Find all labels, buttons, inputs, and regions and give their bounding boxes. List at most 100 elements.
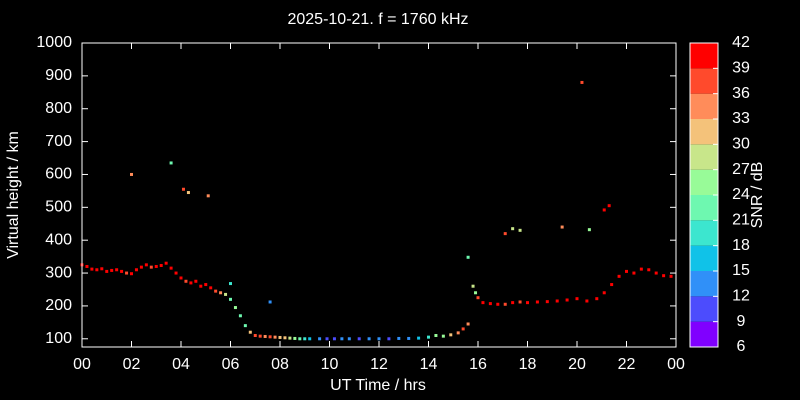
data-point bbox=[130, 172, 133, 176]
colorbar-swatch bbox=[690, 43, 718, 69]
data-point bbox=[503, 232, 507, 236]
x-tick-label: 12 bbox=[370, 356, 388, 373]
colorbar-swatch bbox=[690, 68, 718, 94]
x-tick-label: 14 bbox=[420, 356, 438, 373]
x-axis-label: UT Time / hrs bbox=[330, 377, 426, 394]
data-point bbox=[125, 271, 129, 275]
x-tick-label: 06 bbox=[222, 356, 240, 373]
data-point bbox=[95, 268, 99, 272]
data-point bbox=[134, 268, 138, 272]
data-point bbox=[273, 335, 277, 339]
data-point bbox=[194, 279, 198, 283]
data-point bbox=[278, 335, 282, 339]
data-point bbox=[481, 301, 485, 305]
data-point bbox=[288, 336, 292, 340]
data-point bbox=[189, 281, 193, 285]
data-point bbox=[110, 268, 114, 272]
data-point bbox=[154, 264, 158, 268]
data-point bbox=[632, 271, 636, 275]
data-point bbox=[199, 284, 203, 288]
data-point bbox=[204, 283, 208, 287]
y-tick-label: 600 bbox=[45, 166, 72, 183]
colorbar-tick-label: 15 bbox=[732, 262, 750, 279]
data-point bbox=[461, 327, 465, 331]
data-point bbox=[332, 337, 336, 341]
data-point bbox=[268, 300, 272, 304]
data-point bbox=[602, 291, 606, 295]
data-point bbox=[144, 263, 148, 267]
data-point bbox=[474, 291, 478, 295]
data-point bbox=[367, 337, 371, 341]
data-point bbox=[283, 336, 287, 340]
data-point bbox=[662, 274, 666, 278]
data-point bbox=[518, 228, 522, 232]
data-point bbox=[647, 268, 651, 272]
data-point bbox=[434, 333, 438, 337]
data-point bbox=[159, 263, 163, 267]
x-tick-label: 00 bbox=[73, 356, 91, 373]
y-axis-label: Virtual height / km bbox=[5, 131, 22, 259]
data-point bbox=[587, 228, 591, 232]
colorbar-swatch bbox=[690, 245, 718, 271]
data-point bbox=[417, 336, 421, 340]
data-point bbox=[427, 335, 430, 339]
data-point bbox=[120, 269, 124, 273]
data-point bbox=[610, 283, 614, 287]
colorbar-swatch bbox=[690, 144, 718, 170]
colorbar-tick-label: 9 bbox=[737, 313, 746, 330]
data-point bbox=[115, 268, 119, 272]
data-point bbox=[397, 336, 401, 340]
data-point bbox=[179, 276, 183, 280]
data-point bbox=[476, 296, 480, 300]
y-tick-label: 300 bbox=[45, 264, 72, 281]
data-point bbox=[181, 187, 185, 191]
data-point bbox=[268, 335, 272, 339]
data-point bbox=[318, 337, 322, 341]
data-point bbox=[263, 334, 267, 338]
data-point bbox=[441, 334, 445, 338]
x-tick-label: 20 bbox=[568, 356, 586, 373]
data-point bbox=[639, 267, 643, 271]
data-point bbox=[130, 272, 133, 276]
data-point bbox=[149, 265, 153, 269]
colorbar-swatch bbox=[690, 296, 718, 322]
colorbar-tick-label: 24 bbox=[732, 186, 750, 203]
data-point bbox=[186, 191, 190, 195]
data-point bbox=[347, 337, 351, 341]
colorbar-swatch bbox=[690, 321, 718, 347]
data-point bbox=[105, 269, 109, 273]
data-point bbox=[580, 80, 584, 84]
colorbar-swatch bbox=[690, 220, 718, 246]
data-point bbox=[325, 337, 329, 341]
data-point bbox=[511, 301, 515, 305]
colorbar-tick-label: 27 bbox=[732, 161, 750, 178]
colorbar-swatch bbox=[690, 169, 718, 195]
data-point bbox=[229, 282, 232, 286]
data-point bbox=[248, 330, 252, 334]
data-point bbox=[518, 300, 522, 304]
colorbar-tick-label: 21 bbox=[732, 212, 750, 229]
data-point bbox=[229, 297, 232, 301]
y-tick-label: 800 bbox=[45, 100, 72, 117]
data-point bbox=[545, 300, 549, 304]
data-point bbox=[565, 298, 569, 302]
data-point bbox=[214, 289, 218, 293]
data-point bbox=[169, 266, 173, 270]
data-point bbox=[258, 334, 262, 338]
data-point bbox=[184, 279, 188, 283]
data-point bbox=[224, 292, 228, 296]
data-point bbox=[602, 208, 606, 212]
data-point bbox=[669, 274, 673, 278]
colorbar-tick-label: 42 bbox=[732, 34, 750, 51]
data-point bbox=[456, 331, 460, 335]
x-tick-label: 22 bbox=[618, 356, 636, 373]
data-point bbox=[85, 264, 89, 268]
y-tick-label: 1000 bbox=[36, 34, 72, 51]
x-tick-label: 00 bbox=[667, 356, 685, 373]
colorbar-label: SNR / dB bbox=[749, 162, 766, 229]
y-tick-label: 900 bbox=[45, 67, 72, 84]
data-point bbox=[585, 299, 589, 303]
colorbar-tick-label: 39 bbox=[732, 60, 750, 77]
data-point bbox=[387, 337, 391, 341]
